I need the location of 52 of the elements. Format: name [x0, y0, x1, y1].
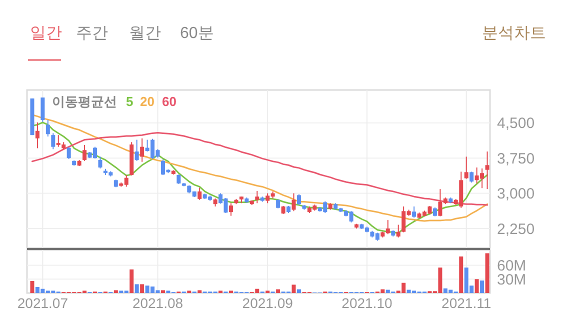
x-tick-label: 2021.10 — [342, 295, 392, 311]
candlestick — [51, 132, 56, 150]
y-tick-label: 2,250 — [497, 220, 535, 238]
x-tick-label: 2021.09 — [242, 295, 294, 311]
x-tick-label: 2021.07 — [17, 295, 68, 311]
bar — [140, 284, 144, 293]
candlestick — [228, 202, 233, 216]
x-tick-label: 2021.11 — [442, 295, 492, 311]
x-tick-label: 2021.08 — [132, 295, 184, 311]
bar — [134, 284, 139, 293]
text: 5 — [126, 94, 134, 109]
candlestick — [485, 151, 490, 190]
candlestick — [40, 97, 45, 122]
candlestick — [412, 206, 416, 218]
candlestick — [134, 139, 139, 162]
candlestick — [198, 187, 202, 200]
candlestick — [296, 194, 301, 206]
bar — [459, 256, 464, 293]
candlestick — [140, 138, 144, 162]
legend-title: 이동평균선 — [52, 94, 117, 109]
y-tick-label: 4,500 — [497, 115, 535, 132]
text: 주간 — [76, 25, 108, 42]
bar — [160, 290, 165, 293]
y-tick-label: 3,750 — [497, 150, 535, 168]
bar — [480, 280, 484, 293]
candlestick — [46, 120, 50, 137]
text: 분석차트 — [482, 25, 546, 42]
candlestick — [98, 156, 102, 169]
bar — [30, 280, 34, 293]
bar — [130, 269, 134, 293]
candlestick — [470, 171, 474, 183]
bar — [296, 289, 301, 293]
bar — [114, 290, 118, 293]
text: 월간 — [129, 25, 161, 42]
bar — [276, 289, 280, 293]
text: 60분 — [180, 25, 214, 42]
candlestick — [464, 156, 468, 180]
bar — [292, 284, 296, 293]
candlestick — [82, 144, 87, 162]
candlestick — [66, 146, 71, 160]
bar — [485, 253, 490, 293]
y-tick-label: 3,000 — [497, 186, 535, 203]
text: 일간 — [30, 25, 62, 42]
candlestick — [292, 192, 296, 212]
candlestick — [396, 224, 400, 238]
text: 20 — [140, 94, 154, 109]
bar — [198, 290, 202, 293]
series-label: 60 — [162, 94, 176, 109]
candlestick — [176, 174, 181, 184]
candlestick — [35, 122, 40, 149]
bar — [474, 279, 479, 293]
candlestick — [255, 190, 260, 204]
